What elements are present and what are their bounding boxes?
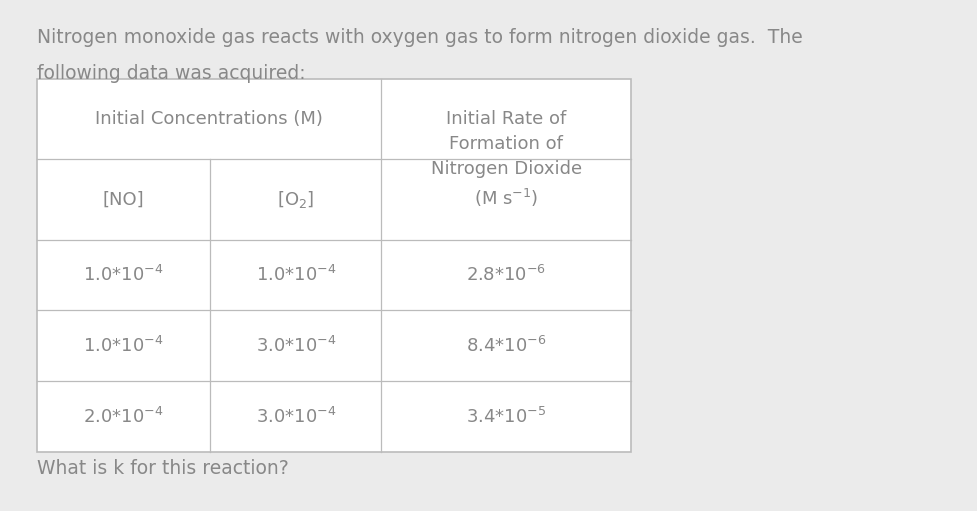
- Text: 3.0*10$^{-4}$: 3.0*10$^{-4}$: [255, 407, 336, 427]
- Text: What is k for this reaction?: What is k for this reaction?: [37, 459, 288, 478]
- Text: [O$_2$]: [O$_2$]: [276, 189, 315, 210]
- Text: 2.8*10$^{-6}$: 2.8*10$^{-6}$: [466, 265, 545, 285]
- Text: 1.0*10$^{-4}$: 1.0*10$^{-4}$: [255, 265, 336, 285]
- Text: 3.4*10$^{-5}$: 3.4*10$^{-5}$: [465, 407, 546, 427]
- Text: [NO]: [NO]: [103, 191, 145, 208]
- Text: 1.0*10$^{-4}$: 1.0*10$^{-4}$: [83, 265, 164, 285]
- Text: following data was acquired:: following data was acquired:: [37, 64, 306, 83]
- Text: 8.4*10$^{-6}$: 8.4*10$^{-6}$: [465, 336, 546, 356]
- Text: Initial Rate of
Formation of
Nitrogen Dioxide
(M s$^{-1}$): Initial Rate of Formation of Nitrogen Di…: [430, 110, 581, 209]
- Text: 3.0*10$^{-4}$: 3.0*10$^{-4}$: [255, 336, 336, 356]
- Text: 2.0*10$^{-4}$: 2.0*10$^{-4}$: [83, 407, 164, 427]
- Text: 1.0*10$^{-4}$: 1.0*10$^{-4}$: [83, 336, 164, 356]
- Text: Nitrogen monoxide gas reacts with oxygen gas to form nitrogen dioxide gas.  The: Nitrogen monoxide gas reacts with oxygen…: [37, 28, 802, 47]
- Text: Initial Concentrations (M): Initial Concentrations (M): [95, 110, 323, 128]
